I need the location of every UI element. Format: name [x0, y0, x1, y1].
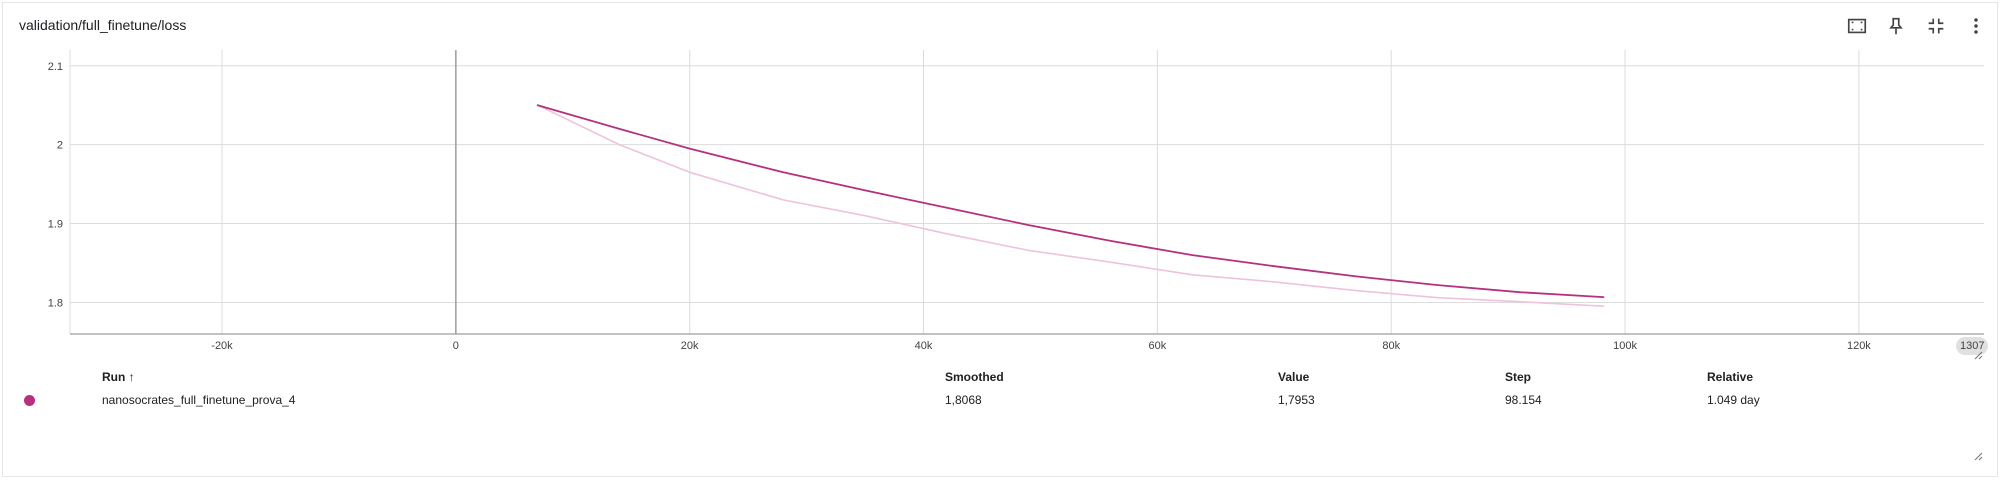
x-tick-label: 20k — [681, 340, 699, 352]
pin-icon — [1889, 17, 1903, 35]
collapse-button[interactable] — [1922, 12, 1950, 40]
x-tick-label: 60k — [1148, 340, 1166, 352]
column-header-run[interactable]: Run ↑ — [102, 370, 135, 384]
x-axis-max-label[interactable]: 1307 — [1956, 337, 1989, 355]
line-chart[interactable]: 2.1 2 1.9 1.8 -20k 0 20k 40k 60k 80k 100k 120k — [0, 0, 2002, 360]
y-tick-label: 2 — [57, 140, 63, 152]
x-tick-label: 120k — [1847, 340, 1871, 352]
chart-resize-handle-icon[interactable] — [1973, 350, 1983, 360]
x-tick-label: 100k — [1613, 340, 1637, 352]
relative-time-cell: 1.049 day — [1707, 393, 1760, 407]
raw-value-cell: 1,7953 — [1278, 393, 1315, 407]
y-tick-label: 1.8 — [48, 297, 63, 309]
axes — [69, 50, 1984, 335]
x-tick-label: 40k — [915, 340, 933, 352]
more-menu-button[interactable] — [1962, 12, 1990, 40]
run-name-cell: nanosocrates_full_finetune_prova_4 — [102, 393, 296, 407]
step-cell: 98.154 — [1505, 393, 1542, 407]
column-header-value[interactable]: Value — [1278, 370, 1310, 384]
grid-lines — [70, 50, 1984, 334]
fit-to-data-icon — [1847, 18, 1867, 34]
y-tick-label: 1.9 — [48, 219, 63, 231]
series-lines — [536, 104, 1605, 307]
y-tick-label: 2.1 — [48, 61, 63, 73]
x-tick-label: 80k — [1382, 340, 1400, 352]
fit-domain-button[interactable] — [1843, 12, 1871, 40]
smoothed-series-line — [536, 104, 1605, 298]
raw-series-line — [536, 104, 1605, 307]
card-title: validation/full_finetune/loss — [19, 17, 187, 33]
card-resize-handle-icon[interactable] — [1973, 451, 1983, 461]
x-axis-tick-labels: -20k 0 20k 40k 60k 80k 100k 120k — [211, 340, 1871, 352]
collapse-icon — [1928, 18, 1944, 34]
column-header-step[interactable]: Step — [1505, 370, 1532, 384]
run-color-dot — [24, 395, 35, 406]
x-tick-label: 0 — [453, 340, 459, 352]
y-axis-tick-labels: 2.1 2 1.9 1.8 — [48, 61, 63, 310]
smoothed-value-cell: 1,8068 — [945, 393, 982, 407]
column-header-relative[interactable]: Relative — [1707, 370, 1754, 384]
pin-button[interactable] — [1882, 12, 1910, 40]
column-header-smoothed[interactable]: Smoothed — [945, 370, 1004, 384]
x-tick-label: -20k — [211, 340, 233, 352]
more-vert-icon — [1974, 18, 1978, 34]
